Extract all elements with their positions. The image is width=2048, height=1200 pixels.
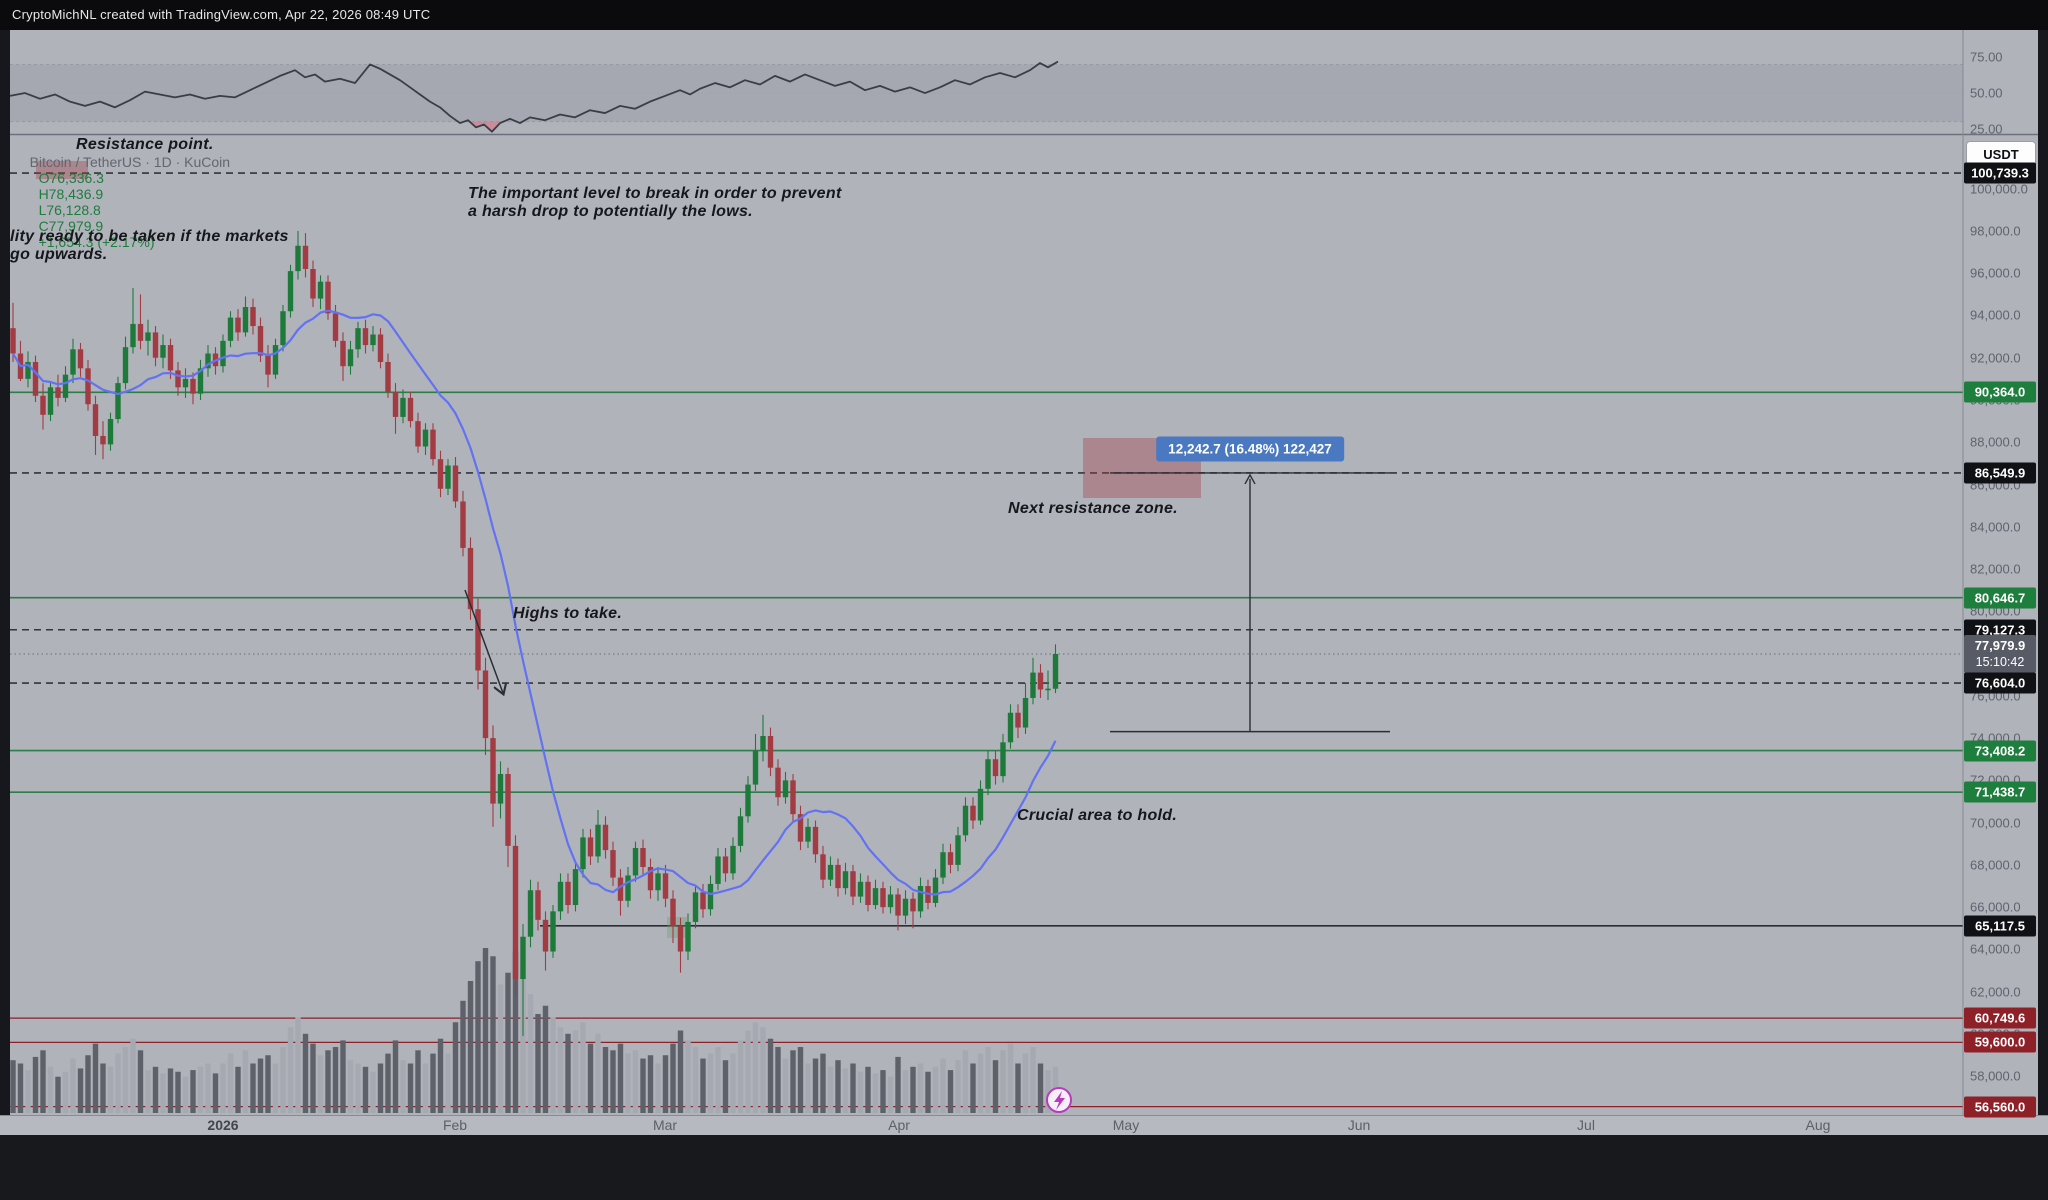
- watermark-header: CryptoMichNL created with TradingView.co…: [0, 0, 2048, 30]
- price-axis-tick: 70,000.0: [1970, 815, 2021, 831]
- rsi-axis-tick: 25.00: [1970, 121, 2003, 137]
- time-axis[interactable]: [0, 1115, 2048, 1136]
- time-axis-label-Mar[interactable]: Mar: [652, 1117, 678, 1133]
- moving-average-line: [12, 309, 1057, 896]
- annotation-arrow[interactable]: [464, 589, 503, 693]
- countdown-timer: 15:10:42: [1975, 655, 2025, 669]
- time-axis-label-May[interactable]: May: [1112, 1117, 1140, 1133]
- price-label-chip-red: 59,600.0: [1964, 1031, 2036, 1053]
- demand-box: [667, 917, 687, 938]
- price-axis-tick: 68,000.0: [1970, 857, 2021, 873]
- annotation-resistance-point: Resistance point.: [76, 136, 214, 153]
- annotation-highs-to-take: Highs to take.: [513, 605, 623, 622]
- price-range-measure-tool[interactable]: [1110, 472, 1390, 733]
- time-axis-label-Aug[interactable]: Aug: [1805, 1117, 1831, 1133]
- legend-low: L76,128.8: [38, 202, 101, 218]
- price-label-chip-green: 90,364.0: [1964, 381, 2036, 403]
- price-label-chip-black: 86,549.9: [1964, 462, 2036, 484]
- price-axis-tick: 84,000.0: [1970, 519, 2021, 535]
- annotation-next-resistance: Next resistance zone.: [1008, 500, 1178, 517]
- price-axis-tick: 66,000.0: [1970, 899, 2021, 915]
- price-label-chip-red: 60,749.6: [1964, 1007, 2036, 1029]
- footer-bar: TradingView: [0, 1135, 2048, 1200]
- time-axis-label-Jul[interactable]: Jul: [1577, 1117, 1595, 1133]
- legend-close: C77,979.9: [38, 218, 104, 234]
- symbol-legend[interactable]: Bitcoin / TetherUS · 1D · KuCoin O76,336…: [14, 138, 231, 266]
- price-axis-tick: 94,000.0: [1970, 307, 2021, 323]
- pane-separators: [10, 30, 2038, 1115]
- right-edge-strip: [2038, 30, 2048, 1115]
- price-axis-tick: 62,000.0: [1970, 984, 2021, 1000]
- legend-open: O76,336.3: [38, 170, 104, 186]
- price-label-chip-green: 73,408.2: [1964, 740, 2036, 762]
- candles-group[interactable]: [10, 230, 1059, 1037]
- price-axis-tick: 92,000.0: [1970, 350, 2021, 366]
- price-label-chip-red: 56,560.0: [1964, 1096, 2036, 1118]
- measure-tool-label: 12,242.7 (16.48%) 122,427: [1156, 436, 1344, 462]
- price-axis-tick: 82,000.0: [1970, 561, 2021, 577]
- time-axis-label-2026[interactable]: 2026: [207, 1117, 239, 1133]
- legend-change: +1,654.3 (+2.17%): [38, 234, 155, 250]
- currency-toggle-button[interactable]: USDT: [1966, 141, 2036, 166]
- price-label-chip-green: 71,438.7: [1964, 781, 2036, 803]
- rsi-pane: [9, 60, 1963, 133]
- volume-bars: [10, 948, 1059, 1113]
- lightning-marker-icon[interactable]: [1046, 1087, 1072, 1113]
- price-axis-tick: 96,000.0: [1970, 265, 2021, 281]
- price-axis-tick: 64,000.0: [1970, 941, 2021, 957]
- horizontal-levels[interactable]: [10, 172, 1963, 1108]
- annotation-important-level: The important level to break in order to…: [468, 185, 842, 220]
- price-label-chip-black: 65,117.5: [1964, 915, 2036, 937]
- rsi-axis-tick: 75.00: [1970, 49, 2003, 65]
- price-axis-tick: 100,000.0: [1970, 181, 2028, 197]
- resistance-point-box: [36, 161, 88, 179]
- price-label-chip-green: 80,646.7: [1964, 587, 2036, 609]
- time-axis-label-Feb[interactable]: Feb: [442, 1117, 468, 1133]
- legend-high: H78,436.9: [38, 186, 104, 202]
- left-edge-strip: [0, 30, 10, 1115]
- annotation-crucial-area: Crucial area to hold.: [1017, 807, 1178, 824]
- price-label-chip-black: 76,604.0: [1964, 672, 2036, 694]
- price-axis-tick: 58,000.0: [1970, 1068, 2021, 1084]
- chart-canvas[interactable]: [10, 30, 2038, 1115]
- symbol-name[interactable]: Bitcoin / TetherUS · 1D · KuCoin: [29, 154, 231, 170]
- annotation-liquidity: lity ready to be taken if the markets go…: [10, 228, 289, 263]
- time-axis-label-Apr[interactable]: Apr: [888, 1117, 910, 1133]
- price-axis-tick: 88,000.0: [1970, 434, 2021, 450]
- price-axis-tick: 98,000.0: [1970, 223, 2021, 239]
- rsi-axis-tick: 50.00: [1970, 85, 2003, 101]
- price-label-chip-black: 100,739.3: [1964, 162, 2036, 184]
- time-axis-label-Jun[interactable]: Jun: [1347, 1117, 1371, 1133]
- price-label-chip-current: 77,979.9 15:10:42: [1964, 635, 2036, 673]
